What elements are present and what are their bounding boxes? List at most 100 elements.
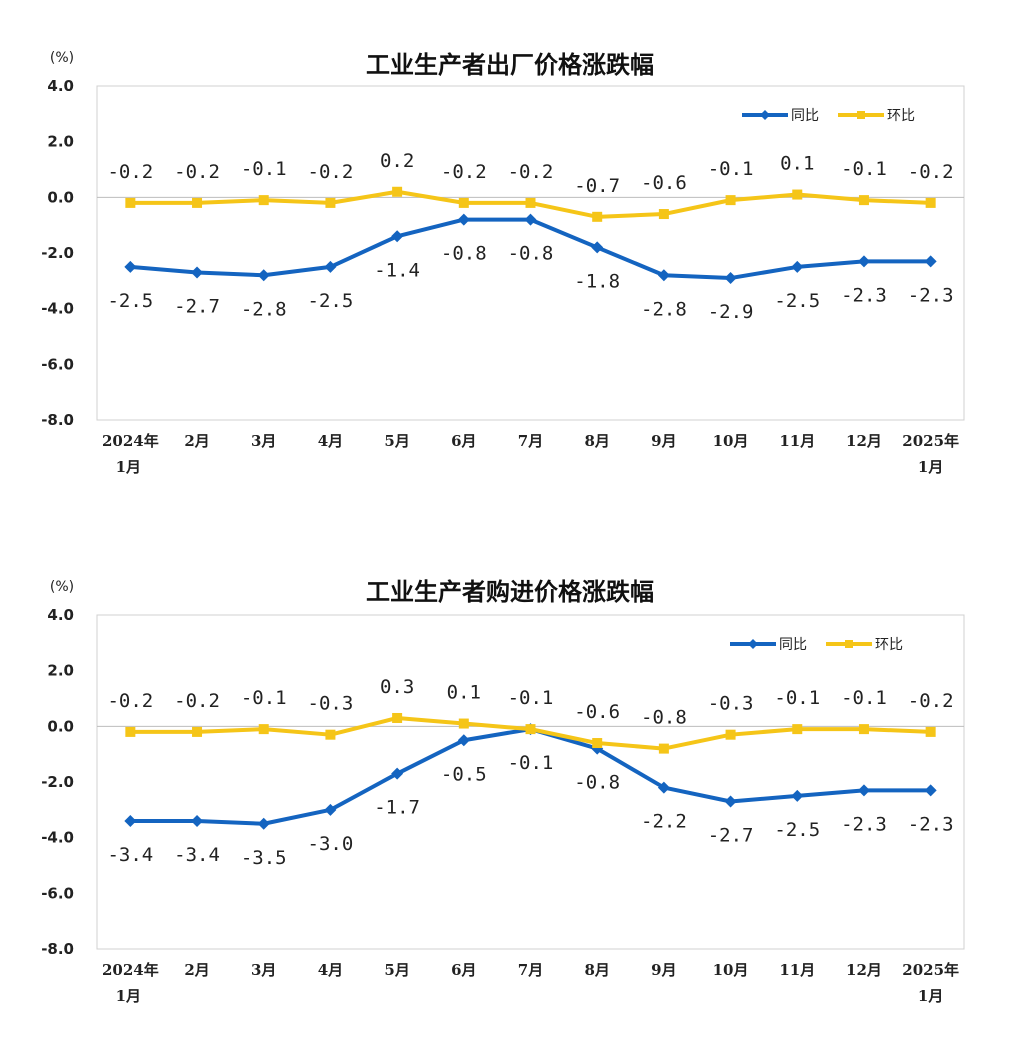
chart-title: 工业生产者出厂价格涨跌幅 [366,51,654,79]
data-label: -0.8 [508,243,554,265]
legend-marker [845,640,853,648]
data-label: -0.2 [308,161,354,183]
data-label: -0.2 [107,690,153,712]
data-point [191,266,204,279]
legend-marker [748,639,758,649]
x-tick-label: 12月 [846,961,882,979]
data-point [457,734,470,747]
y-tick-label: 2.0 [47,662,74,680]
data-label: -1.7 [374,797,420,819]
legend-marker [857,111,865,119]
data-label: -2.7 [708,824,754,846]
data-label: -3.5 [241,847,287,869]
data-point [657,269,670,282]
data-label: -2.8 [641,298,687,320]
data-label: -2.5 [308,290,354,312]
data-point [257,817,270,830]
y-tick-label: -4.0 [41,829,74,847]
data-point [925,726,936,737]
legend-marker [760,110,770,120]
data-point [124,814,137,827]
data-point [525,197,536,208]
data-point [724,795,737,808]
data-point [658,743,669,754]
data-point [925,197,936,208]
x-tick-label: 12月 [846,432,882,450]
data-point [657,781,670,794]
data-label: -2.8 [241,298,287,320]
data-label: -0.8 [574,772,620,794]
x-tick-label: 8月 [584,432,609,450]
x-tick-label: 2月 [184,432,209,450]
series-mom: -0.2 -0.2 -0.1 -0.3 0.3 0.1 -0.1 -0.6 -0.8 -0.3 -0… [107,676,954,754]
data-point [324,260,337,273]
data-point [792,189,803,200]
data-label: -0.8 [441,243,487,265]
legend-label: 环比 [875,637,903,653]
x-tick-label: 3月 [251,432,276,450]
data-point [525,724,536,735]
y-tick-label: 0.0 [47,188,74,206]
data-label: -0.1 [708,158,754,180]
x-tick-label: 4月 [318,961,343,979]
legend-label: 同比 [791,108,819,124]
data-label: -2.3 [841,813,887,835]
y-tick-label: -2.0 [41,244,74,262]
data-point [325,729,336,740]
data-point [924,255,937,268]
data-point [592,211,603,222]
data-label: -0.5 [441,763,487,785]
data-label: -0.6 [641,172,687,194]
x-tick-label: 10月 [713,961,749,979]
data-point [324,803,337,816]
plot-frame [96,85,965,421]
data-point [124,260,137,273]
data-label: 0.3 [380,676,414,698]
data-label: -0.6 [574,701,620,723]
x-tick-label: 2024年 [102,961,159,979]
data-label: 0.2 [380,150,414,172]
x-tick-label: 2025年 [902,432,959,450]
chart-2: 工业生产者购进价格涨跌幅 (%) 4.0 2.0 0.0 -2.0 -4.0 -6.0 -8.0… [41,578,965,1005]
data-label: -0.1 [241,687,287,709]
data-point [258,724,269,735]
data-label: -2.9 [708,301,754,323]
data-label: -2.3 [908,813,954,835]
x-tick-label: 4月 [318,432,343,450]
y-unit-label: (%) [50,50,74,66]
data-label: -2.5 [774,819,820,841]
data-label: -0.2 [908,161,954,183]
y-tick-label: -6.0 [41,884,74,902]
series-line [130,727,931,826]
data-label: -0.7 [574,175,620,197]
x-tick-label: 1月 [116,987,141,1005]
x-tick-label: 1月 [918,458,943,476]
data-label: -3.4 [107,844,153,866]
data-point [658,209,669,220]
x-tick-label: 9月 [651,432,676,450]
x-tick-label: 7月 [518,432,543,450]
data-point [392,712,403,723]
x-tick-label: 2025年 [902,961,959,979]
data-point [725,729,736,740]
y-tick-label: -2.0 [41,773,74,791]
data-label: -0.1 [508,752,554,774]
data-label: -0.1 [508,687,554,709]
data-point [524,213,537,226]
y-tick-label: 4.0 [47,77,74,95]
y-tick-label: -8.0 [41,411,74,429]
x-tick-label: 1月 [116,458,141,476]
data-point [924,784,937,797]
data-point [192,197,203,208]
data-label: -3.0 [308,833,354,855]
data-point [125,726,136,737]
data-point [325,197,336,208]
data-label: -2.2 [641,811,687,833]
data-label: -2.7 [174,295,220,317]
data-point [458,718,469,729]
data-label: -0.1 [774,687,820,709]
data-label: -0.3 [308,693,354,715]
data-point [391,767,404,780]
data-point [392,186,403,197]
data-point [857,784,870,797]
